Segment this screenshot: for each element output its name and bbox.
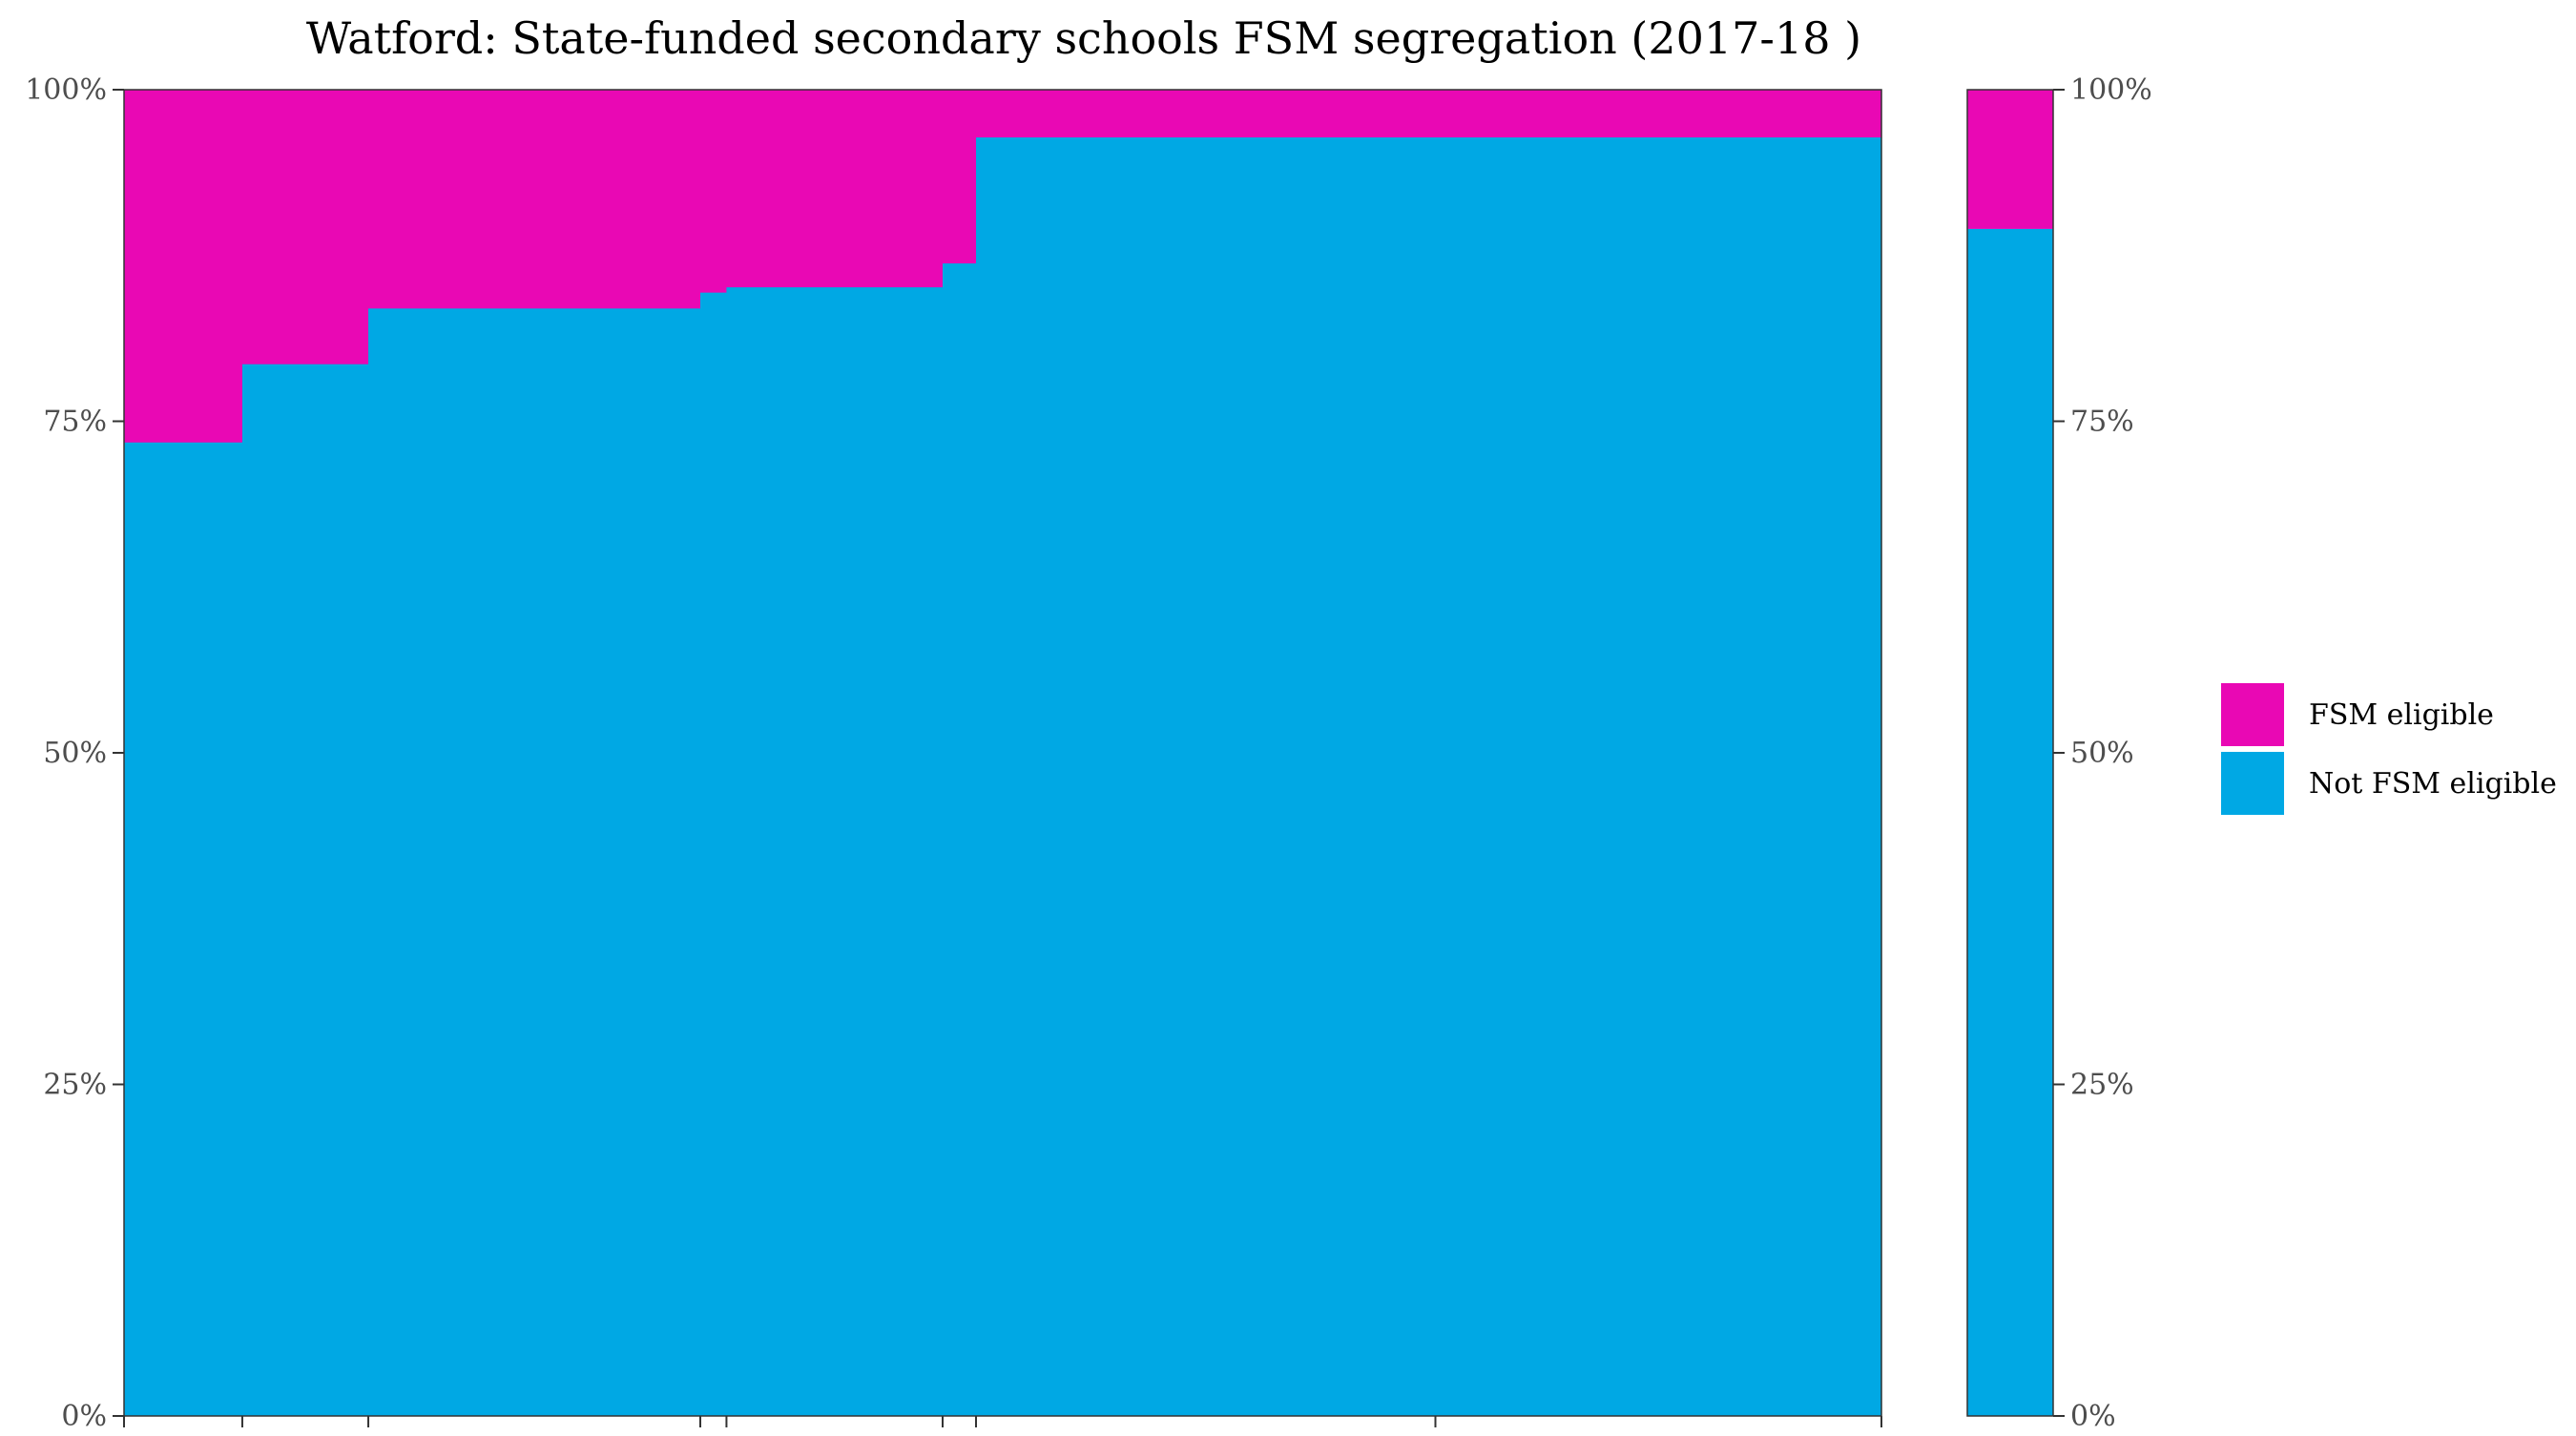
y-tick-label-left: 0% xyxy=(61,1400,107,1431)
y-tick-label-right: 0% xyxy=(2070,1400,2116,1431)
bar-fsm-school-3 xyxy=(368,90,701,309)
legend-label-1: FSM eligible xyxy=(2309,698,2494,732)
bar-fsm-school-5 xyxy=(726,90,944,288)
y-tick-label-right: 100% xyxy=(2070,73,2152,107)
y-tick-label-right: 50% xyxy=(2070,737,2134,770)
bar-not-fsm-school-7 xyxy=(976,137,1882,1416)
bar-fsm-school-4 xyxy=(699,90,728,294)
bar-fsm-school-1 xyxy=(124,90,243,444)
bar-not-fsm-school-6 xyxy=(943,263,977,1417)
bar-fsm-school-2 xyxy=(241,90,369,365)
y-tick-label-left: 100% xyxy=(25,73,107,107)
bar-not-fsm-school-4 xyxy=(699,292,728,1416)
bar-fsm-total xyxy=(1967,90,2053,229)
bar-fsm-school-6 xyxy=(943,90,977,264)
bar-fsm-school-7 xyxy=(976,90,1882,138)
axes: 0% 0% 25% 25% 50% 50% 75% 75% 100% 100% xyxy=(25,73,2152,1433)
bar-not-fsm-school-5 xyxy=(726,287,944,1416)
legend: FSM eligible Not FSM eligible xyxy=(2221,683,2557,815)
y-tick-label-right: 75% xyxy=(2070,406,2134,439)
legend-key-2 xyxy=(2221,752,2284,815)
plot-area xyxy=(123,89,2054,1417)
bar-not-fsm-total xyxy=(1967,228,2053,1417)
chart-title: Watford: State-funded secondary schools … xyxy=(306,12,1861,64)
y-tick-label-right: 25% xyxy=(2070,1069,2134,1102)
y-tick-label-left: 75% xyxy=(43,406,107,439)
bar-not-fsm-school-2 xyxy=(241,364,369,1417)
y-tick-label-left: 50% xyxy=(43,737,107,770)
bar-not-fsm-school-3 xyxy=(368,308,701,1417)
legend-key-1 xyxy=(2221,683,2284,746)
y-tick-label-left: 25% xyxy=(43,1069,107,1102)
legend-label-2: Not FSM eligible xyxy=(2309,767,2557,801)
bar-not-fsm-school-1 xyxy=(124,442,243,1416)
